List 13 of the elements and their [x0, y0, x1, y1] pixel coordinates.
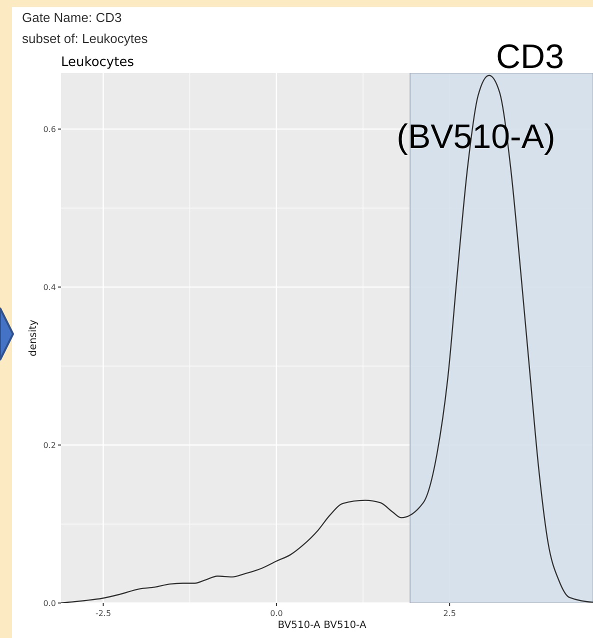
- y-tick-label: 0.4: [43, 283, 56, 292]
- y-tick-label: 0.0: [43, 599, 56, 608]
- chart-title: Gate Name: CD3: [22, 10, 122, 25]
- x-tick-label: -2.5: [95, 609, 112, 618]
- y-axis-title: density: [28, 320, 39, 356]
- y-tick-label: 0.2: [43, 441, 56, 450]
- x-tick-label: 2.5: [443, 609, 456, 618]
- y-tick-label: 0.6: [43, 125, 56, 134]
- chart-subtitle: subset of: Leukocytes: [22, 31, 148, 46]
- text: Leukocytes: [61, 55, 134, 70]
- annotation: CD3: [496, 38, 564, 76]
- x-axis-title: BV510-A BV510-A: [278, 620, 366, 631]
- x-tick-label: 0.0: [270, 609, 283, 618]
